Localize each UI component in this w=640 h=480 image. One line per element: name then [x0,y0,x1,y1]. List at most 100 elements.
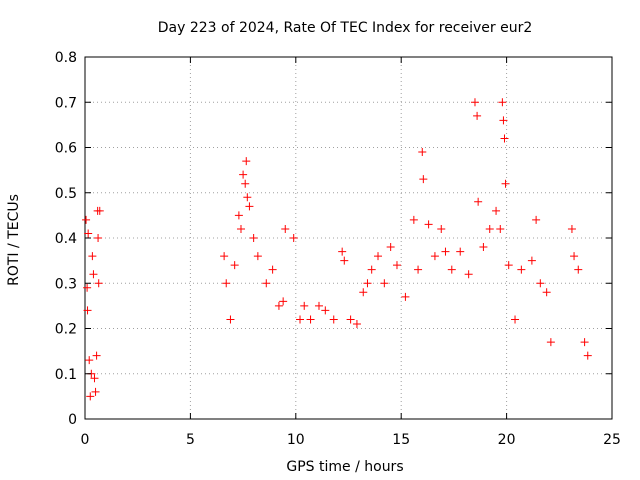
data-point-marker [500,134,509,143]
data-point-marker [532,215,541,224]
y-tick-label: 0 [68,412,77,428]
y-tick-label: 0.8 [55,50,77,66]
data-point-marker [92,351,101,360]
data-point-marker [245,202,254,211]
data-point-marker [474,197,483,206]
data-point-marker [499,116,508,125]
data-point-marker [306,315,315,324]
y-tick-label: 0.5 [55,186,77,202]
data-point-marker [374,252,383,261]
data-point-marker [234,211,243,220]
data-point-marker [424,220,433,229]
data-point-marker [91,387,100,396]
data-point-marker [380,279,389,288]
data-point-marker [226,315,235,324]
data-point-marker [447,265,456,274]
data-point-marker [243,193,252,202]
data-point-marker [536,279,545,288]
data-point-marker [511,315,520,324]
x-tick-label: 25 [603,432,621,448]
data-point-marker [437,224,446,233]
data-point-marker [85,356,94,365]
data-point-marker [464,270,473,279]
y-tick-label: 0.7 [55,95,77,111]
data-point-marker [542,288,551,297]
data-point-marker [574,265,583,274]
data-point-marker [268,265,277,274]
data-point-marker [485,224,494,233]
y-tick-label: 0.3 [55,276,77,292]
data-point-marker [279,297,288,306]
data-point-marker [352,319,361,328]
data-point-marker [289,234,298,242]
data-point-marker [546,338,555,347]
x-tick-label: 20 [498,432,516,448]
data-point-marker [262,279,271,288]
grid [85,57,612,419]
data-point-marker [504,261,513,270]
data-point-marker [473,111,482,120]
data-point-marker [242,157,251,166]
y-tick-label: 0.1 [55,367,77,383]
data-points [82,98,592,401]
data-point-marker [82,215,91,224]
data-point-marker [470,98,479,107]
data-point-marker [241,179,250,188]
data-point-marker [498,98,507,107]
data-point-marker [329,315,338,324]
data-point-marker [570,252,579,261]
y-tick-label: 0.2 [55,322,77,338]
data-point-marker [430,252,439,261]
axis-ticks: 0 5 10 15 20 25 0 0.1 0.2 0.3 0.4 0.5 0.6 0.7 0.8 [55,50,621,448]
data-point-marker [340,256,349,265]
data-point-marker [314,301,323,310]
data-point-marker [583,351,592,360]
y-tick-label: 0.6 [55,141,77,157]
data-point-marker [456,247,465,256]
data-point-marker [281,224,290,233]
data-point-marker [321,306,330,315]
data-point-marker [86,392,95,401]
data-point-marker [409,215,418,224]
y-axis-label: ROTI / TECUs [6,194,22,286]
data-point-marker [367,265,376,274]
data-point-marker [479,243,488,252]
data-point-marker [517,265,526,274]
data-point-marker [418,148,427,157]
data-point-marker [296,315,305,324]
data-point-marker [94,234,103,242]
data-point-marker [346,315,355,324]
data-point-marker [496,224,505,233]
chart-title: Day 223 of 2024, Rate Of TEC Index for r… [158,20,533,36]
data-point-marker [239,170,248,179]
data-point-marker [89,270,98,279]
data-point-marker [90,374,99,383]
data-point-marker [236,224,245,233]
data-point-marker [83,306,92,315]
data-point-marker [222,279,231,288]
data-point-marker [441,247,450,256]
data-point-marker [220,252,229,261]
x-tick-label: 10 [287,432,305,448]
data-point-marker [88,252,97,261]
data-point-marker [359,288,368,297]
data-point-marker [567,224,576,233]
data-point-marker [401,292,410,301]
data-point-marker [492,206,501,215]
plot-frame [84,56,613,420]
data-point-marker [83,283,92,292]
y-tick-label: 0.4 [55,231,77,247]
data-point-marker [95,206,104,215]
data-point-marker [527,256,536,265]
data-point-marker [363,279,372,288]
data-point-marker [230,261,239,270]
data-point-marker [580,338,589,347]
data-point-marker [94,279,103,288]
data-point-marker [414,265,423,274]
data-point-marker [84,229,93,238]
x-tick-label: 5 [186,432,195,448]
data-point-marker [386,243,395,252]
x-tick-label: 15 [392,432,410,448]
data-point-marker [274,301,283,310]
